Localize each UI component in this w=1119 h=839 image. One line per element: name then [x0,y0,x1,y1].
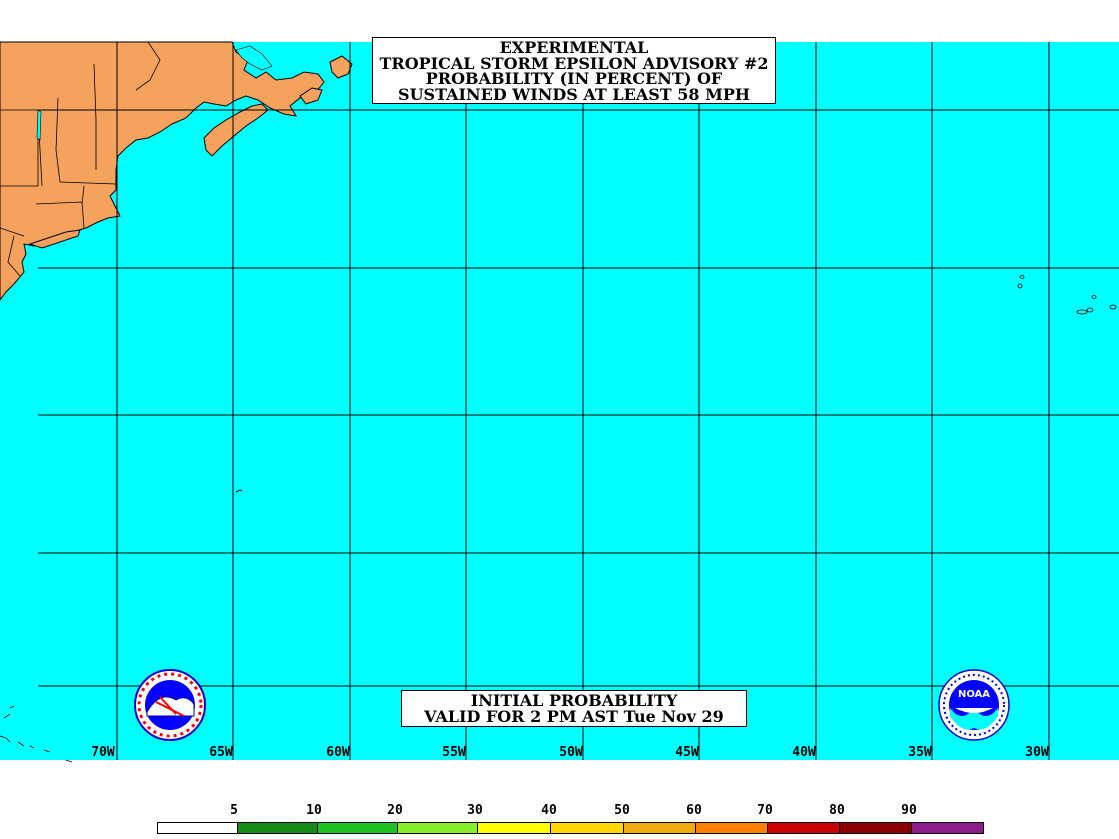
legend-swatch [912,823,983,833]
legend-swatch [768,823,840,833]
title-line: TROPICAL STORM EPSILON ADVISORY #2 [379,53,769,73]
noaa-logo-text: NOAA [958,689,990,700]
legend-threshold: 50 [614,803,630,818]
title-line: SUSTAINED WINDS AT LEAST 58 MPH [398,84,750,104]
legend-threshold: 60 [686,803,702,818]
longitude-label: 65W [209,745,233,760]
legend-threshold: 10 [306,803,322,818]
land-cape-breton [299,87,323,105]
land-caribbean [0,705,73,763]
longitude-label: 55W [442,745,466,760]
validity-line: VALID FOR 2 PM AST Tue Nov 29 [424,707,724,726]
legend-threshold: 5 [230,803,238,818]
longitude-label: 40W [792,745,816,760]
longitude-label: 45W [675,745,699,760]
land-nova-scotia [203,103,269,157]
legend-swatch [840,823,912,833]
legend-swatch [624,823,696,833]
validity-line: INITIAL PROBABILITY [470,691,678,710]
gulf-st-lawrence [235,45,273,71]
noaa-logo-icon: NOAA [938,669,1010,741]
map-title: EXPERIMENTAL TROPICAL STORM EPSILON ADVI… [372,37,776,104]
legend-swatch [318,823,398,833]
longitude-label: 35W [908,745,932,760]
legend-swatch [398,823,478,833]
land-azores [1017,275,1117,315]
legend-swatch [238,823,318,833]
longitude-label: 30W [1025,745,1049,760]
legend-swatch [478,823,551,833]
parallel-lines [38,109,1119,687]
legend-threshold: 80 [829,803,845,818]
title-line: EXPERIMENTAL [499,38,649,57]
land-long-island [28,229,81,249]
legend-swatch [551,823,624,833]
legend-swatch [696,823,768,833]
lake-champlain [36,109,42,141]
legend-threshold: 90 [901,803,917,818]
validity-box: INITIAL PROBABILITY VALID FOR 2 PM AST T… [401,690,747,727]
ocean [0,42,1119,760]
longitude-label: 50W [559,745,583,760]
land-newfoundland-tip [329,55,353,79]
legend-threshold: 40 [541,803,557,818]
longitude-label: 60W [326,745,350,760]
land-bermuda [235,489,243,493]
meridian-lines [116,42,1050,760]
legend-threshold: 30 [467,803,483,818]
longitude-label: 70W [91,745,115,760]
color-legend-bar [157,822,984,834]
legend-threshold: 70 [757,803,773,818]
legend-swatch [158,823,238,833]
nws-logo-icon [134,669,206,741]
legend-threshold: 20 [387,803,403,818]
title-line: PROBABILITY (IN PERCENT) OF [425,69,723,88]
